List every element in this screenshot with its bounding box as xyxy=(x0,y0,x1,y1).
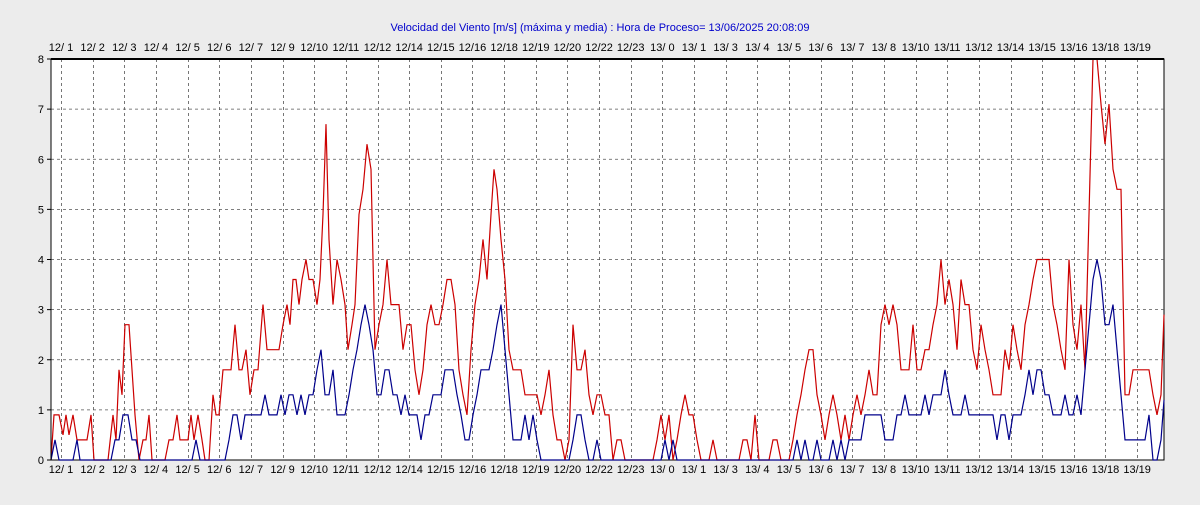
grid-lines xyxy=(51,59,1164,460)
x-tick-label-top: 13/11 xyxy=(934,42,961,54)
x-tick-label-bottom: 12/23 xyxy=(617,464,645,476)
x-tick-label-bottom: 12/ 1 xyxy=(49,464,73,476)
x-tick-label-bottom: 13/12 xyxy=(965,464,993,476)
chart-title: Velocidad del Viento [m/s] (máxima y med… xyxy=(391,22,810,34)
x-tick-label-top: 12/ 4 xyxy=(144,42,168,54)
series-lines xyxy=(50,58,1165,461)
y-tick-label: 1 xyxy=(38,405,44,417)
x-tick-label-bottom: 13/ 1 xyxy=(682,464,706,476)
x-tick-label-top: 13/ 1 xyxy=(682,42,706,54)
x-tick-label-bottom: 12/ 6 xyxy=(207,464,231,476)
x-tick-label-bottom: 13/16 xyxy=(1060,464,1088,476)
x-tick-label-bottom: 12/18 xyxy=(490,464,518,476)
x-tick-label-bottom: 12/20 xyxy=(554,464,582,476)
y-tick-label: 2 xyxy=(38,355,44,367)
x-tick-label-bottom: 12/11 xyxy=(332,464,359,476)
x-tick-label-top: 12/ 5 xyxy=(175,42,199,54)
y-tick-label: 3 xyxy=(38,305,44,317)
x-tick-label-top: 12/16 xyxy=(459,42,487,54)
plot-area xyxy=(50,58,1165,461)
x-tick-label-top: 13/ 3 xyxy=(713,42,737,54)
x-tick-label-bottom: 12/22 xyxy=(585,464,613,476)
x-tick-label-top: 12/ 6 xyxy=(207,42,231,54)
mean-speed-line xyxy=(50,259,1165,461)
y-tick-label: 0 xyxy=(38,455,44,467)
x-tick-label-bottom: 13/ 5 xyxy=(777,464,801,476)
x-tick-label-bottom: 12/ 7 xyxy=(239,464,263,476)
x-tick-label-top: 12/ 7 xyxy=(239,42,263,54)
x-tick-label-bottom: 13/ 7 xyxy=(840,464,864,476)
x-tick-label-bottom: 13/ 0 xyxy=(650,464,674,476)
x-tick-label-top: 13/14 xyxy=(997,42,1025,54)
x-tick-label-top: 13/ 7 xyxy=(840,42,864,54)
x-tick-label-bottom: 13/14 xyxy=(997,464,1025,476)
y-axis-ticks: 0 1 2 3 4 5 6 7 8 xyxy=(38,54,51,467)
x-tick-label-bottom: 12/ 5 xyxy=(175,464,199,476)
x-tick-label-top: 12/11 xyxy=(332,42,359,54)
x-tick-label-top: 13/ 5 xyxy=(777,42,801,54)
x-tick-label-bottom: 13/ 8 xyxy=(872,464,896,476)
x-tick-label-bottom: 13/15 xyxy=(1028,464,1056,476)
x-tick-label-bottom: 12/16 xyxy=(459,464,487,476)
x-tick-label-top: 12/18 xyxy=(490,42,518,54)
x-tick-label-top: 12/ 1 xyxy=(49,42,73,54)
x-tick-label-top: 12/19 xyxy=(522,42,550,54)
x-tick-label-bottom: 13/ 3 xyxy=(713,464,737,476)
max-speed-line xyxy=(50,58,1165,461)
x-axis-top-labels: 12/ 1 12/ 2 12/ 3 12/ 4 12/ 5 12/ 6 12/ 7 12/ 9… xyxy=(49,42,1151,54)
x-tick-label-top: 13/16 xyxy=(1060,42,1088,54)
x-tick-label-top: 13/ 6 xyxy=(808,42,832,54)
x-tick-label-top: 13/10 xyxy=(902,42,930,54)
x-tick-label-top: 12/12 xyxy=(364,42,392,54)
x-tick-label-bottom: 12/14 xyxy=(395,464,423,476)
x-tick-label-top: 13/19 xyxy=(1123,42,1151,54)
x-tick-label-bottom: 12/ 3 xyxy=(112,464,136,476)
x-tick-label-bottom: 13/18 xyxy=(1092,464,1120,476)
x-tick-label-bottom: 13/10 xyxy=(902,464,930,476)
x-tick-label-top: 13/12 xyxy=(965,42,993,54)
x-tick-label-top: 13/ 8 xyxy=(872,42,896,54)
x-tick-label-top: 12/10 xyxy=(300,42,328,54)
x-tick-label-top: 12/ 2 xyxy=(80,42,104,54)
x-tick-label-bottom: 13/ 6 xyxy=(808,464,832,476)
y-tick-label: 7 xyxy=(38,104,44,116)
x-tick-label-bottom: 12/10 xyxy=(300,464,328,476)
x-tick-label-top: 12/23 xyxy=(617,42,645,54)
x-tick-label-top: 12/15 xyxy=(427,42,455,54)
x-tick-label-bottom: 13/19 xyxy=(1123,464,1151,476)
x-tick-label-top: 12/ 9 xyxy=(270,42,294,54)
x-axis-bottom-labels: 12/ 1 12/ 2 12/ 3 12/ 4 12/ 5 12/ 6 12/ 7 12/ 9… xyxy=(49,464,1151,476)
x-tick-label-bottom: 12/19 xyxy=(522,464,550,476)
y-tick-label: 5 xyxy=(38,204,44,216)
x-tick-label-bottom: 12/ 9 xyxy=(270,464,294,476)
x-tick-label-top: 13/18 xyxy=(1092,42,1120,54)
x-tick-label-top: 13/ 0 xyxy=(650,42,674,54)
x-tick-label-bottom: 12/ 2 xyxy=(80,464,104,476)
x-tick-label-top: 13/15 xyxy=(1028,42,1056,54)
y-tick-label: 6 xyxy=(38,154,44,166)
x-tick-label-bottom: 12/12 xyxy=(364,464,392,476)
y-tick-label: 8 xyxy=(38,54,44,66)
x-tick-label-top: 12/22 xyxy=(585,42,613,54)
y-tick-label: 4 xyxy=(38,255,44,267)
x-tick-label-bottom: 13/ 4 xyxy=(745,464,769,476)
x-tick-label-top: 12/14 xyxy=(395,42,423,54)
x-tick-label-bottom: 13/11 xyxy=(934,464,961,476)
x-tick-label-top: 12/20 xyxy=(554,42,582,54)
x-tick-label-top: 13/ 4 xyxy=(745,42,769,54)
x-tick-label-top: 12/ 3 xyxy=(112,42,136,54)
x-tick-label-bottom: 12/ 4 xyxy=(144,464,168,476)
x-tick-label-bottom: 12/15 xyxy=(427,464,455,476)
